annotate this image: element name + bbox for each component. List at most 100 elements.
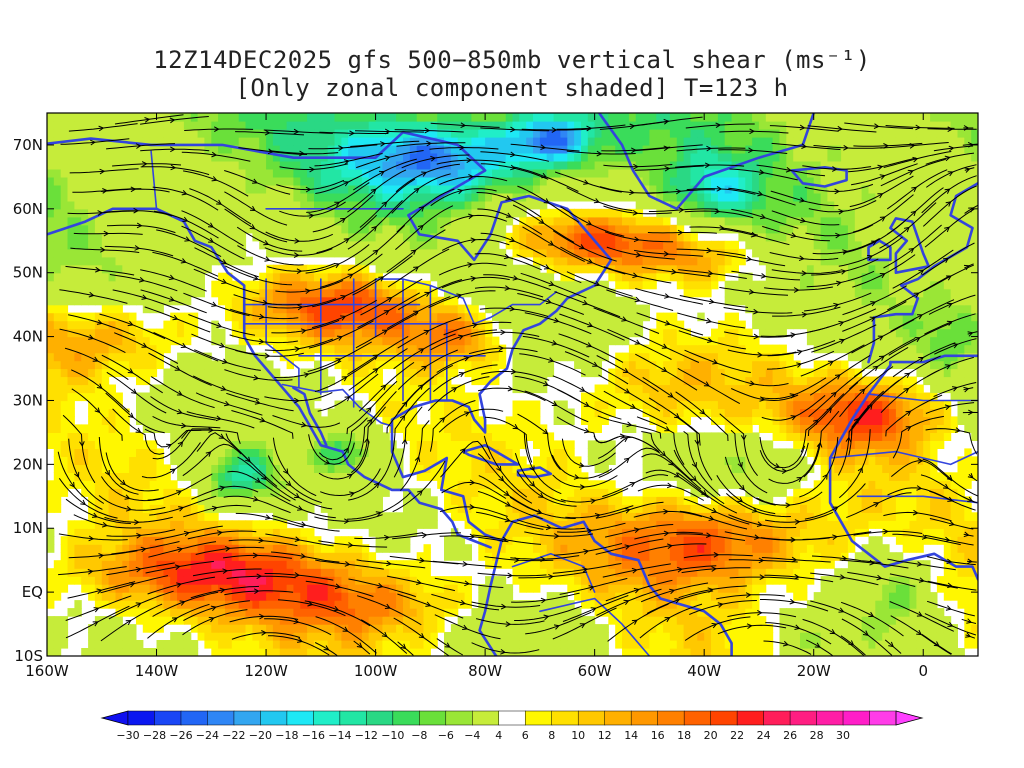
colorbar-swatch xyxy=(419,710,447,726)
streamline xyxy=(921,175,977,214)
streamline-arrowhead xyxy=(512,424,519,430)
streamline-arrowhead xyxy=(586,125,593,132)
streamline-arrowhead xyxy=(781,468,788,475)
streamline-arrowhead xyxy=(715,122,722,129)
coastline-segment xyxy=(790,166,848,188)
coastline-segment xyxy=(461,443,520,466)
streamline-arrowhead xyxy=(790,415,797,421)
streamline-arrowhead xyxy=(711,622,718,629)
streamline-arrowhead xyxy=(548,280,555,287)
streamline-arrowhead xyxy=(183,530,190,537)
colorbar-swatch xyxy=(339,710,367,726)
streamline-arrowhead xyxy=(252,275,259,281)
streamline-arrowhead xyxy=(583,548,590,555)
colorbar-label: −20 xyxy=(249,729,272,742)
streamline-arrowhead xyxy=(877,193,884,199)
streamline-arrowhead xyxy=(444,642,451,648)
streamline-arrowhead xyxy=(624,388,631,394)
streamline-arrowhead xyxy=(309,166,315,173)
streamline-arrowhead xyxy=(211,505,218,512)
coastline-segment xyxy=(281,383,393,427)
streamline-arrowhead xyxy=(417,490,423,496)
streamline-arrowhead xyxy=(347,473,353,479)
colorbar-label: −12 xyxy=(355,729,378,742)
streamline-arrowhead xyxy=(500,329,507,336)
streamline-arrowhead xyxy=(245,456,251,463)
streamline-arrowhead xyxy=(418,206,425,212)
streamline-arrowhead xyxy=(834,188,841,195)
streamline-arrowhead xyxy=(169,117,176,124)
streamline-arrowhead xyxy=(503,490,510,497)
streamline xyxy=(314,642,338,656)
streamline-arrowhead xyxy=(586,220,593,226)
streamline-arrowhead xyxy=(909,143,916,149)
streamline-arrowhead xyxy=(470,275,477,282)
streamline-arrowhead xyxy=(378,276,385,282)
streamline-arrowhead xyxy=(378,170,385,176)
streamline xyxy=(393,617,450,656)
y-tick-label: 50N xyxy=(13,264,43,282)
streamline-arrowhead xyxy=(717,602,724,608)
y-tick-label: EQ xyxy=(22,583,43,601)
streamline-arrowhead xyxy=(719,225,725,231)
streamline-arrowhead xyxy=(462,561,469,567)
streamline-arrowhead xyxy=(512,275,519,281)
streamline-arrowhead xyxy=(297,505,304,511)
streamline-arrowhead xyxy=(104,469,110,476)
streamline-arrowhead xyxy=(129,582,136,588)
streamline-arrowhead xyxy=(708,298,715,305)
streamline-arrowhead xyxy=(503,253,510,260)
streamline-arrowhead xyxy=(745,592,752,598)
colorbar-swatch xyxy=(154,710,182,726)
streamline-arrowhead xyxy=(99,168,106,175)
colorbar-label: −24 xyxy=(196,729,219,742)
colorbar-swatch xyxy=(683,710,712,726)
y-tick-label: 70N xyxy=(13,136,43,154)
streamline xyxy=(961,618,977,624)
streamline-arrowhead xyxy=(758,557,765,564)
streamline-arrowhead xyxy=(879,174,886,180)
streamline-arrowhead xyxy=(757,190,764,197)
streamline-arrowhead xyxy=(915,124,922,131)
streamline-arrowhead xyxy=(256,573,263,580)
streamline-arrowhead xyxy=(753,333,760,340)
y-tick-label: 20N xyxy=(13,455,43,473)
streamline-arrowhead xyxy=(633,587,640,594)
streamline-arrowhead xyxy=(553,317,560,323)
coastline-segment xyxy=(374,278,558,338)
streamline-arrowhead xyxy=(703,381,710,387)
streamline-arrowhead xyxy=(253,588,260,595)
streamline-arrowhead xyxy=(218,433,225,439)
streamline-arrowhead xyxy=(459,144,465,151)
streamline-arrowhead xyxy=(170,146,176,153)
streamline-arrowhead xyxy=(877,164,884,171)
streamline-arrowhead xyxy=(737,462,743,468)
streamline-arrowhead xyxy=(624,544,631,550)
streamline-arrowhead xyxy=(664,617,671,623)
streamline-arrowhead xyxy=(799,197,806,203)
streamline xyxy=(360,619,408,654)
streamline-arrowhead xyxy=(469,479,476,486)
streamline-arrowhead xyxy=(633,236,640,243)
streamline-arrowhead xyxy=(837,125,844,132)
streamline-arrowhead xyxy=(578,462,585,468)
colorbar-label: −16 xyxy=(302,729,325,742)
colorbar-swatch xyxy=(127,710,156,726)
streamline-arrowhead xyxy=(262,299,269,306)
streamline-arrowhead xyxy=(505,621,512,627)
streamline-arrowhead xyxy=(551,127,558,133)
streamline-arrowhead xyxy=(586,342,593,348)
streamline-arrowhead xyxy=(174,365,181,371)
streamline-arrowhead xyxy=(416,579,423,585)
streamline-arrowhead xyxy=(675,188,682,195)
streamline-arrowhead xyxy=(664,426,671,432)
streamline-arrowhead xyxy=(88,291,95,298)
streamline-arrowhead xyxy=(264,256,271,262)
streamline-arrowhead xyxy=(414,456,421,462)
colorbar-label: 14 xyxy=(624,729,638,742)
streamline-arrowhead xyxy=(904,226,910,233)
streamline-arrowhead xyxy=(918,269,925,275)
colorbar-label: −30 xyxy=(116,729,139,742)
colorbar: −30 −28 −26 −24 −22 −20 −18 −16 −14 −12 −10 −8 −6 −4 4… xyxy=(100,710,924,742)
streamline-arrowhead xyxy=(172,314,179,321)
